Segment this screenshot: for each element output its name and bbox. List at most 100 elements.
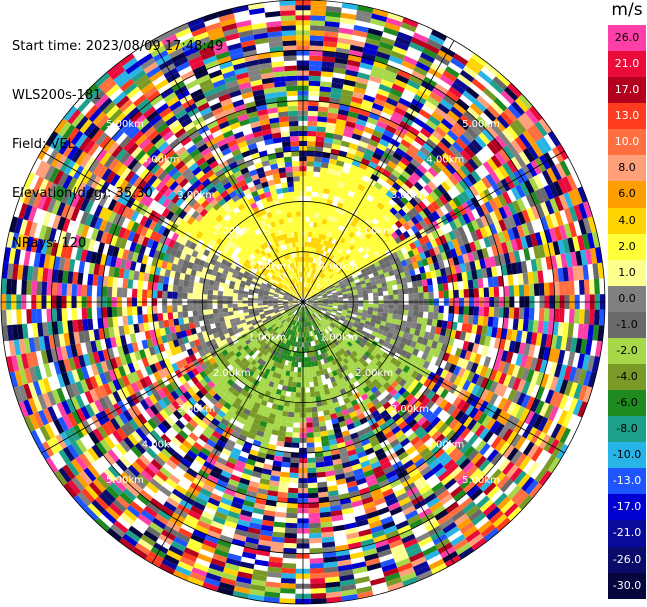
velocity-cell bbox=[413, 292, 419, 300]
velocity-cell bbox=[457, 215, 467, 227]
velocity-cell bbox=[371, 284, 378, 290]
velocity-cell bbox=[388, 186, 398, 195]
velocity-cell bbox=[554, 211, 564, 227]
velocity-cell bbox=[334, 246, 341, 253]
velocity-cell bbox=[457, 314, 464, 323]
velocity-cell bbox=[303, 337, 307, 343]
velocity-cell bbox=[307, 467, 317, 474]
velocity-cell bbox=[426, 232, 435, 242]
velocity-cell bbox=[574, 309, 580, 324]
velocity-cell bbox=[469, 103, 484, 116]
velocity-cell bbox=[469, 123, 482, 136]
velocity-cell bbox=[391, 83, 405, 93]
velocity-cell bbox=[321, 157, 330, 164]
velocity-cell bbox=[413, 65, 428, 77]
velocity-cell bbox=[360, 104, 372, 113]
velocity-cell bbox=[383, 295, 389, 300]
velocity-cell bbox=[6, 278, 12, 295]
velocity-cell bbox=[285, 431, 293, 438]
velocity-cell bbox=[378, 304, 384, 309]
velocity-cell bbox=[172, 284, 179, 293]
velocity-cell bbox=[353, 303, 359, 307]
velocity-cell bbox=[368, 75, 382, 84]
velocity-cell bbox=[510, 156, 522, 171]
velocity-cell bbox=[172, 305, 178, 313]
velocity-cell bbox=[387, 218, 395, 227]
velocity-cell bbox=[373, 303, 379, 308]
velocity-cell bbox=[466, 270, 473, 281]
velocity-cell bbox=[398, 233, 406, 242]
velocity-cell bbox=[340, 140, 351, 148]
velocity-cell bbox=[202, 304, 208, 310]
velocity-cell bbox=[334, 274, 341, 280]
velocity-cell bbox=[327, 215, 334, 222]
velocity-cell bbox=[86, 285, 93, 297]
velocity-cell bbox=[212, 308, 219, 314]
velocity-cell bbox=[254, 559, 269, 567]
velocity-cell bbox=[363, 170, 373, 179]
velocity-cell bbox=[397, 69, 412, 80]
velocity-cell bbox=[490, 154, 503, 168]
velocity-cell bbox=[418, 266, 426, 274]
velocity-cell bbox=[405, 276, 412, 283]
velocity-cell bbox=[467, 252, 475, 262]
velocity-cell bbox=[466, 210, 476, 222]
velocity-cell bbox=[436, 276, 443, 285]
velocity-cell bbox=[187, 304, 193, 312]
velocity-cell bbox=[317, 238, 322, 245]
velocity-cell bbox=[542, 243, 551, 258]
velocity-cell bbox=[137, 314, 144, 324]
velocity-cell bbox=[557, 239, 566, 255]
velocity-cell bbox=[567, 351, 576, 367]
velocity-cell bbox=[507, 202, 517, 216]
velocity-cell bbox=[374, 275, 381, 281]
velocity-cell bbox=[356, 284, 362, 290]
velocity-cell bbox=[398, 97, 412, 108]
velocity-cell bbox=[276, 440, 285, 447]
velocity-cell bbox=[355, 76, 369, 85]
velocity-cell bbox=[442, 70, 457, 83]
velocity-cell bbox=[387, 160, 398, 170]
velocity-cell bbox=[353, 128, 364, 136]
velocity-cell bbox=[516, 224, 525, 238]
velocity-cell bbox=[438, 260, 445, 270]
velocity-cell bbox=[525, 109, 539, 125]
velocity-cell bbox=[421, 258, 429, 267]
velocity-cell bbox=[377, 46, 392, 56]
velocity-cell bbox=[303, 271, 306, 277]
velocity-cell bbox=[441, 152, 453, 164]
velocity-cell bbox=[326, 168, 335, 175]
velocity-cell bbox=[257, 303, 263, 306]
velocity-cell bbox=[487, 277, 494, 288]
velocity-cell bbox=[422, 47, 438, 59]
velocity-cell bbox=[358, 109, 371, 117]
velocity-cell bbox=[450, 125, 463, 138]
velocity-cell bbox=[162, 283, 169, 292]
velocity-cell bbox=[473, 99, 487, 113]
velocity-cell bbox=[217, 290, 224, 296]
velocity-cell bbox=[342, 84, 355, 92]
velocity-cell bbox=[456, 98, 470, 111]
velocity-cell bbox=[481, 128, 495, 142]
velocity-cell bbox=[306, 151, 315, 157]
velocity-cell bbox=[218, 312, 224, 318]
velocity-cell bbox=[308, 85, 320, 92]
velocity-cell bbox=[336, 290, 343, 294]
velocity-cell bbox=[340, 12, 357, 20]
velocity-cell bbox=[370, 107, 382, 116]
velocity-cell bbox=[463, 289, 469, 298]
velocity-cell bbox=[374, 243, 382, 251]
velocity-cell bbox=[582, 217, 592, 234]
velocity-cell bbox=[188, 280, 195, 288]
velocity-cell bbox=[222, 304, 228, 309]
velocity-cell bbox=[365, 282, 372, 287]
velocity-cell bbox=[315, 202, 322, 208]
velocity-cell bbox=[303, 276, 305, 282]
velocity-cell bbox=[308, 283, 312, 289]
velocity-cell bbox=[355, 150, 365, 158]
velocity-cell bbox=[316, 405, 324, 412]
velocity-cell bbox=[336, 42, 351, 50]
velocity-cell bbox=[552, 180, 564, 197]
velocity-cell bbox=[437, 141, 449, 153]
velocity-cell bbox=[31, 309, 38, 324]
